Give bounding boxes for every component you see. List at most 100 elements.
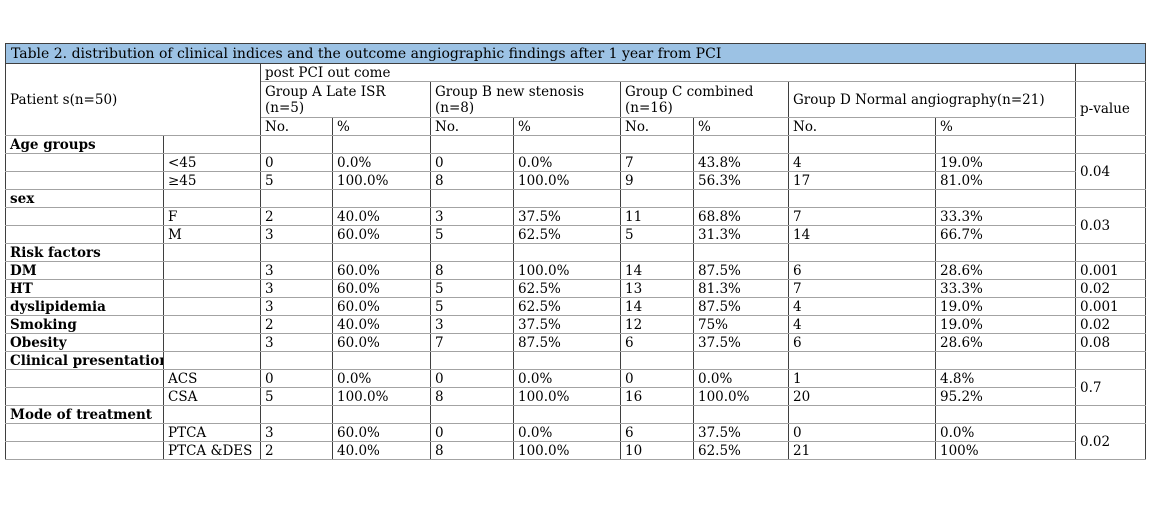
value-cell: 10 bbox=[620, 441, 694, 460]
subcategory-cell bbox=[163, 315, 261, 334]
value-cell bbox=[935, 243, 1076, 262]
subcategory-cell bbox=[163, 279, 261, 298]
value-cell: 40.0% bbox=[332, 315, 431, 334]
category-cell: Risk factors bbox=[5, 243, 164, 262]
value-cell bbox=[513, 243, 621, 262]
value-cell: 100.0% bbox=[513, 387, 621, 406]
data-row: ≥45 5 100.0% 8 100.0% 9 56.3% 17 81.0% bbox=[5, 171, 1146, 190]
value-cell bbox=[430, 189, 514, 208]
value-cell: 4.8% bbox=[935, 369, 1076, 388]
category-cell: Obesity bbox=[5, 333, 164, 352]
group-a-name: Group A Late ISR bbox=[265, 83, 386, 100]
subcategory-cell: PTCA &DES bbox=[163, 441, 261, 460]
col-header-no: No. bbox=[260, 117, 333, 136]
header-pvalue: p-value bbox=[1074, 81, 1147, 136]
value-cell: 37.5% bbox=[513, 315, 621, 334]
value-cell bbox=[935, 189, 1076, 208]
p-value-cell: 0.02 bbox=[1074, 423, 1147, 460]
value-cell: 21 bbox=[788, 441, 936, 460]
header-group-b: Group B new stenosis (n=8) bbox=[430, 81, 621, 118]
value-cell: 14 bbox=[788, 225, 936, 244]
category-cell: Smoking bbox=[5, 315, 164, 334]
subcategory-cell bbox=[163, 189, 261, 208]
value-cell: 62.5% bbox=[513, 225, 621, 244]
value-cell: 37.5% bbox=[693, 333, 789, 352]
value-cell: 100.0% bbox=[513, 441, 621, 460]
group-d-name: Group D Normal angiography(n=21) bbox=[793, 91, 1045, 108]
value-cell: 100.0% bbox=[332, 171, 431, 190]
value-cell: 8 bbox=[430, 441, 514, 460]
category-row: Age groups bbox=[5, 135, 1147, 154]
value-cell: 60.0% bbox=[332, 279, 431, 298]
value-cell bbox=[260, 351, 333, 370]
value-cell: 11 bbox=[620, 207, 694, 226]
value-cell: 0.0% bbox=[935, 423, 1076, 442]
value-cell: 95.2% bbox=[935, 387, 1076, 406]
value-cell bbox=[620, 243, 694, 262]
value-cell bbox=[693, 351, 789, 370]
value-cell: 5 bbox=[430, 297, 514, 316]
category-cell bbox=[5, 369, 164, 388]
category-row: DM 3 60.0% 8 100.0% 14 87.5% 6 28.6% 0.001 bbox=[5, 261, 1147, 280]
value-cell: 0.0% bbox=[513, 369, 621, 388]
value-cell: 66.7% bbox=[935, 225, 1076, 244]
value-cell: 0 bbox=[620, 369, 694, 388]
category-row: Smoking 2 40.0% 3 37.5% 12 75% 4 19.0% 0.02 bbox=[5, 315, 1147, 334]
value-cell bbox=[513, 135, 621, 154]
category-cell: HT bbox=[5, 279, 164, 298]
header-row-post-pci: Patient s(n=50) post PCI out come bbox=[5, 63, 1147, 136]
value-cell: 8 bbox=[430, 261, 514, 280]
value-cell: 5 bbox=[620, 225, 694, 244]
subcategory-cell: CSA bbox=[163, 387, 261, 406]
value-cell: 87.5% bbox=[693, 261, 789, 280]
value-cell bbox=[788, 243, 936, 262]
value-cell bbox=[935, 405, 1076, 424]
category-row: Mode of treatment bbox=[5, 405, 1147, 424]
value-cell: 3 bbox=[260, 261, 333, 280]
value-cell: 37.5% bbox=[693, 423, 789, 442]
value-cell: 40.0% bbox=[332, 207, 431, 226]
p-value-cell bbox=[1074, 189, 1147, 208]
value-cell: 28.6% bbox=[935, 261, 1076, 280]
value-cell: 75% bbox=[693, 315, 789, 334]
value-cell bbox=[430, 405, 514, 424]
value-cell: 60.0% bbox=[332, 297, 431, 316]
value-cell: 14 bbox=[620, 261, 694, 280]
value-cell: 19.0% bbox=[935, 315, 1076, 334]
value-cell: 0 bbox=[260, 369, 333, 388]
value-cell: 4 bbox=[788, 297, 936, 316]
value-cell: 3 bbox=[430, 315, 514, 334]
group-c-n: (n=16) bbox=[625, 99, 673, 116]
value-cell bbox=[620, 351, 694, 370]
value-cell: 5 bbox=[430, 279, 514, 298]
group-c-name: Group C combined bbox=[625, 83, 754, 100]
value-cell: 60.0% bbox=[332, 225, 431, 244]
value-cell bbox=[935, 351, 1076, 370]
p-value-cell bbox=[1074, 351, 1147, 370]
header-pvalue-spacer bbox=[1074, 63, 1147, 82]
value-cell bbox=[620, 189, 694, 208]
value-cell bbox=[332, 189, 431, 208]
value-cell: 87.5% bbox=[693, 297, 789, 316]
header-post-pci-outcome: post PCI out come bbox=[260, 63, 1076, 82]
value-cell: 14 bbox=[620, 297, 694, 316]
col-header-pct: % bbox=[513, 117, 621, 136]
value-cell bbox=[788, 405, 936, 424]
value-cell bbox=[332, 405, 431, 424]
category-cell: Mode of treatment bbox=[5, 405, 164, 424]
value-cell: 12 bbox=[620, 315, 694, 334]
value-cell: 4 bbox=[788, 315, 936, 334]
value-cell: 56.3% bbox=[693, 171, 789, 190]
value-cell: 0 bbox=[260, 153, 333, 172]
value-cell: 81.3% bbox=[693, 279, 789, 298]
value-cell: 7 bbox=[788, 207, 936, 226]
table-title: Table 2. distribution of clinical indice… bbox=[4, 43, 1147, 64]
value-cell: 9 bbox=[620, 171, 694, 190]
value-cell bbox=[788, 351, 936, 370]
value-cell bbox=[693, 135, 789, 154]
value-cell: 100.0% bbox=[332, 387, 431, 406]
category-row: Clinical presentation bbox=[5, 351, 1147, 370]
value-cell: 2 bbox=[260, 315, 333, 334]
value-cell bbox=[693, 243, 789, 262]
value-cell bbox=[693, 405, 789, 424]
